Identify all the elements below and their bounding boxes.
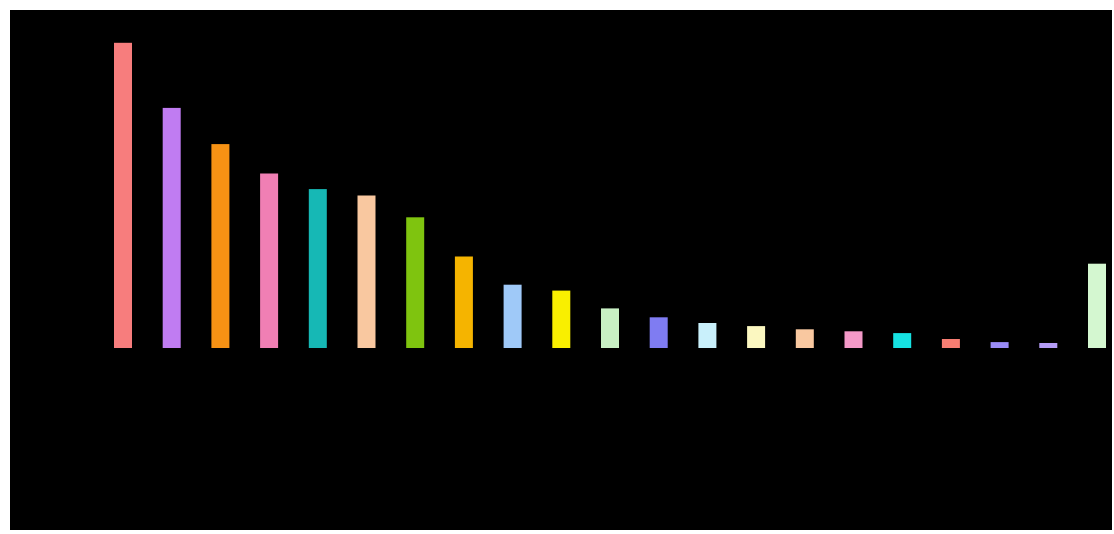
bar-16 [844,331,863,348]
chart-panel [10,10,1112,530]
bar-12 [649,317,668,348]
bar-14 [747,326,766,348]
bar-4 [260,173,279,348]
bar-5 [308,189,327,348]
bar-10 [552,290,571,348]
bar-2 [162,107,181,349]
bar-chart [114,42,1106,349]
bar-20 [1039,343,1058,348]
bar-17 [893,333,912,348]
bar-11 [601,308,619,348]
bar-9 [503,284,522,348]
bar-7 [406,217,425,348]
bar-6 [357,195,376,348]
bars-group [114,42,1106,349]
bar-18 [941,339,960,348]
bar-3 [211,144,230,348]
bar-19 [990,342,1009,348]
bar-1 [114,42,132,349]
bar-15 [795,329,814,348]
bar-21 [1088,263,1106,348]
bar-13 [698,323,717,348]
bar-8 [454,256,473,348]
